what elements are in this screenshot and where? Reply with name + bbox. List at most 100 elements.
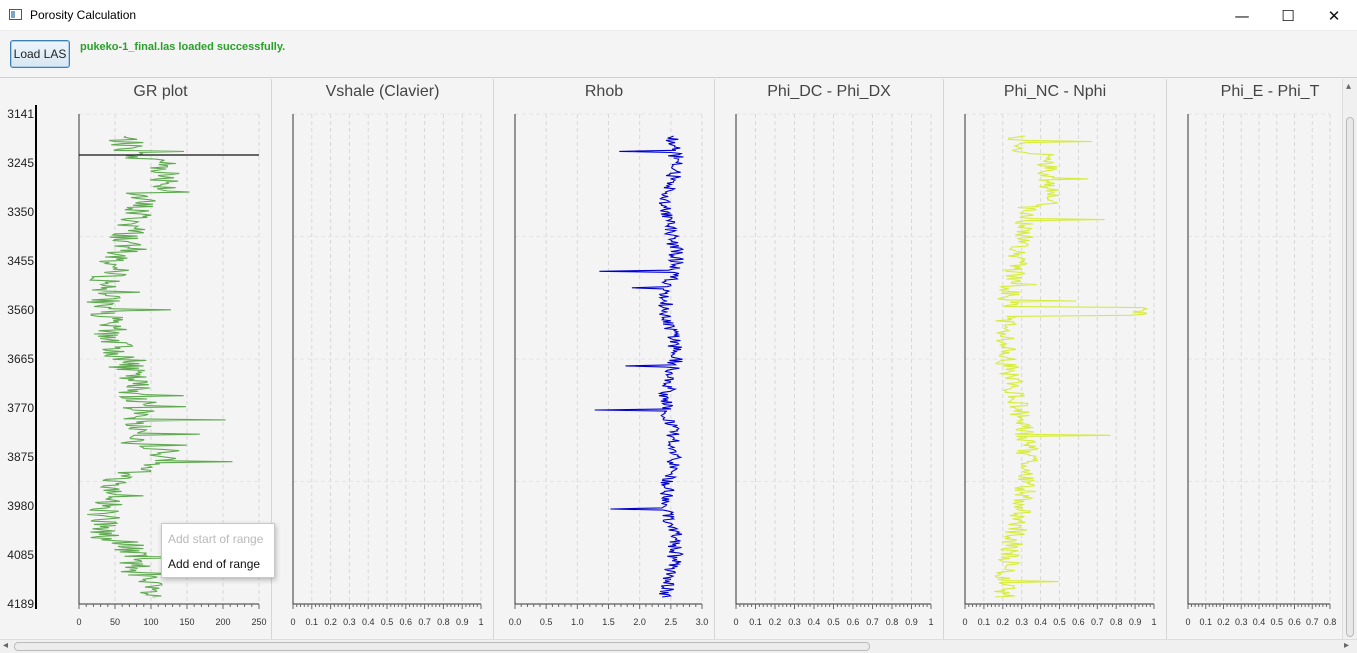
- depth-tick-label: 3665: [7, 352, 34, 366]
- panel-title: Vshale (Clavier): [325, 83, 440, 100]
- maximize-button[interactable]: ☐: [1281, 6, 1295, 25]
- x-tick-label: 200: [215, 617, 230, 627]
- rhob-chart[interactable]: 0.0 0.5 1.0 1.5 2.0 2.5 3.0: [494, 79, 715, 639]
- panel-rhob[interactable]: Rhob 0.0 0.5 1.0 1.5 2.0 2.5 3.0: [494, 79, 715, 639]
- panel-title: Phi_NC - Nphi: [1003, 83, 1107, 100]
- horizontal-scrollbar[interactable]: ◂ ▸: [0, 639, 1357, 653]
- window-title: Porosity Calculation: [30, 8, 137, 22]
- panel-gr-plot[interactable]: GR plot 0 50 100 150 200 250: [50, 79, 272, 639]
- depth-axis-line: [35, 105, 37, 609]
- x-tick-label: 0.2: [324, 617, 337, 627]
- panel-title: GR plot: [133, 83, 188, 100]
- x-tick-label: 0.2: [997, 617, 1010, 627]
- status-message: pukeko-1_final.las loaded successfully.: [80, 41, 286, 53]
- scroll-left-icon[interactable]: ◂: [3, 640, 9, 651]
- scroll-up-icon[interactable]: ▴: [1346, 81, 1352, 92]
- phi-e-t-chart[interactable]: 0 0.1 0.2 0.3 0.4 0.5 0.6 0.7 0.8: [1167, 79, 1343, 639]
- rhob-curve: [594, 135, 685, 598]
- x-tick-label: 0: [962, 617, 967, 627]
- x-tick-label: 0.5: [540, 617, 553, 627]
- x-tick-label: 0.8: [886, 617, 899, 627]
- x-tick-label: 2.0: [633, 617, 646, 627]
- x-tick-label: 0.5: [1053, 617, 1066, 627]
- x-tick-label: 0.2: [769, 617, 782, 627]
- x-tick-label: 0.8: [437, 617, 450, 627]
- x-tick-label: 0.2: [1217, 617, 1230, 627]
- x-tick-label: 2.5: [665, 617, 678, 627]
- x-tick-label: 0.3: [1235, 617, 1248, 627]
- scroll-right-icon[interactable]: ▸: [1344, 640, 1350, 651]
- x-tick-label: 0.3: [343, 617, 356, 627]
- x-tick-label: 0.0: [509, 617, 522, 627]
- x-tick-label: 0.7: [866, 617, 879, 627]
- x-tick-label: 0.4: [1034, 617, 1047, 627]
- x-tick-label: 1: [1151, 617, 1156, 627]
- x-tick-label: 50: [110, 617, 120, 627]
- depth-tick-label: 3245: [7, 156, 34, 170]
- panel-vshale[interactable]: Vshale (Clavier) 0 0.1 0.2 0.3 0.4 0.5 0.6 0.7 0…: [272, 79, 494, 639]
- panel-phi-dc-dx[interactable]: Phi_DC - Phi_DX 0 0.1 0.2 0.3 0.4 0.5 0.6 0.7 0.…: [715, 79, 944, 639]
- gr-plot-chart[interactable]: 0 50 100 150 200 250: [50, 79, 272, 639]
- x-tick-label: 0.1: [1199, 617, 1212, 627]
- x-tick-label: 0.6: [400, 617, 413, 627]
- x-tick-label: 0.5: [381, 617, 394, 627]
- gr-curve: [86, 135, 233, 598]
- vertical-scrollbar[interactable]: ▴: [1342, 79, 1357, 639]
- menu-item-add-end-of-range[interactable]: Add end of range: [168, 557, 261, 571]
- phi-nc-nphi-chart[interactable]: 0 0.1 0.2 0.3 0.4 0.5 0.6 0.7 0.8 0.9 1: [944, 79, 1167, 639]
- title-bar: Porosity Calculation — ☐ ✕: [0, 0, 1357, 31]
- x-tick-label: 0.4: [1253, 617, 1266, 627]
- phi-dc-dx-chart[interactable]: 0 0.1 0.2 0.3 0.4 0.5 0.6 0.7 0.8 0.9 1: [715, 79, 944, 639]
- x-tick-label: 0.1: [978, 617, 991, 627]
- depth-tick-label: 3560: [7, 303, 34, 317]
- horizontal-scroll-thumb[interactable]: [14, 642, 870, 651]
- x-tick-label: 0.9: [456, 617, 469, 627]
- vertical-scroll-thumb[interactable]: [1346, 117, 1354, 637]
- x-tick-label: 0.7: [1306, 617, 1319, 627]
- x-tick-label: 1: [478, 617, 483, 627]
- depth-tick-label: 3875: [7, 450, 34, 464]
- x-tick-label: 1.5: [602, 617, 615, 627]
- x-tick-label: 0.7: [418, 617, 431, 627]
- x-tick-label: 100: [143, 617, 158, 627]
- menu-item-add-start-of-range[interactable]: Add start of range: [168, 532, 264, 546]
- vshale-chart[interactable]: 0 0.1 0.2 0.3 0.4 0.5 0.6 0.7 0.8 0.9 1: [272, 79, 494, 639]
- x-tick-label: 150: [179, 617, 194, 627]
- x-tick-label: 250: [251, 617, 266, 627]
- depth-tick-label: 3141: [7, 107, 34, 121]
- nphi-curve: [994, 135, 1148, 598]
- panel-phi-e-t[interactable]: Phi_E - Phi_T 0 0.1 0.2 0.3 0.4 0.5 0.6 0.7 0.8: [1167, 79, 1343, 639]
- plots-area: 3141 3245 3350 3455 3560 3665 3770 3875 3980 4085…: [0, 79, 1357, 639]
- x-tick-label: 0.6: [1288, 617, 1301, 627]
- depth-tick-label: 3350: [7, 205, 34, 219]
- panel-phi-nc-nphi[interactable]: Phi_NC - Nphi 0 0.1 0.2 0.3 0.4 0.5 0.6 0.7 0.8 0…: [944, 79, 1167, 639]
- x-tick-label: 0.3: [788, 617, 801, 627]
- x-tick-label: 0.9: [905, 617, 918, 627]
- x-tick-label: 0.9: [1129, 617, 1142, 627]
- x-tick-label: 0.7: [1091, 617, 1104, 627]
- depth-axis: 3141 3245 3350 3455 3560 3665 3770 3875 3980 4085…: [0, 79, 50, 639]
- x-tick-label: 0: [290, 617, 295, 627]
- x-tick-label: 0.3: [1015, 617, 1028, 627]
- x-tick-label: 0.1: [749, 617, 762, 627]
- x-tick-label: 0.6: [847, 617, 860, 627]
- x-tick-label: 0.8: [1324, 617, 1337, 627]
- depth-tick-label: 3980: [7, 499, 34, 513]
- panel-title: Rhob: [584, 83, 624, 100]
- x-tick-label: 0.1: [306, 617, 319, 627]
- depth-tick-label: 3455: [7, 254, 34, 268]
- x-tick-label: 3.0: [696, 617, 709, 627]
- x-tick-label: 0.8: [1110, 617, 1123, 627]
- app-window-icon: [9, 9, 22, 20]
- close-button[interactable]: ✕: [1327, 6, 1341, 25]
- panel-title: Phi_E - Phi_T: [1220, 83, 1320, 100]
- x-tick-label: 0.4: [362, 617, 375, 627]
- context-menu: Add start of range Add end of range: [161, 523, 275, 578]
- x-tick-label: 1.0: [571, 617, 584, 627]
- load-las-button[interactable]: Load LAS: [10, 40, 70, 68]
- minimize-button[interactable]: —: [1234, 6, 1250, 25]
- x-tick-label: 0: [733, 617, 738, 627]
- panel-title: Phi_DC - Phi_DX: [767, 83, 891, 100]
- x-tick-label: 0: [1185, 617, 1190, 627]
- toolbar: Load LAS pukeko-1_final.las loaded succe…: [0, 31, 1357, 78]
